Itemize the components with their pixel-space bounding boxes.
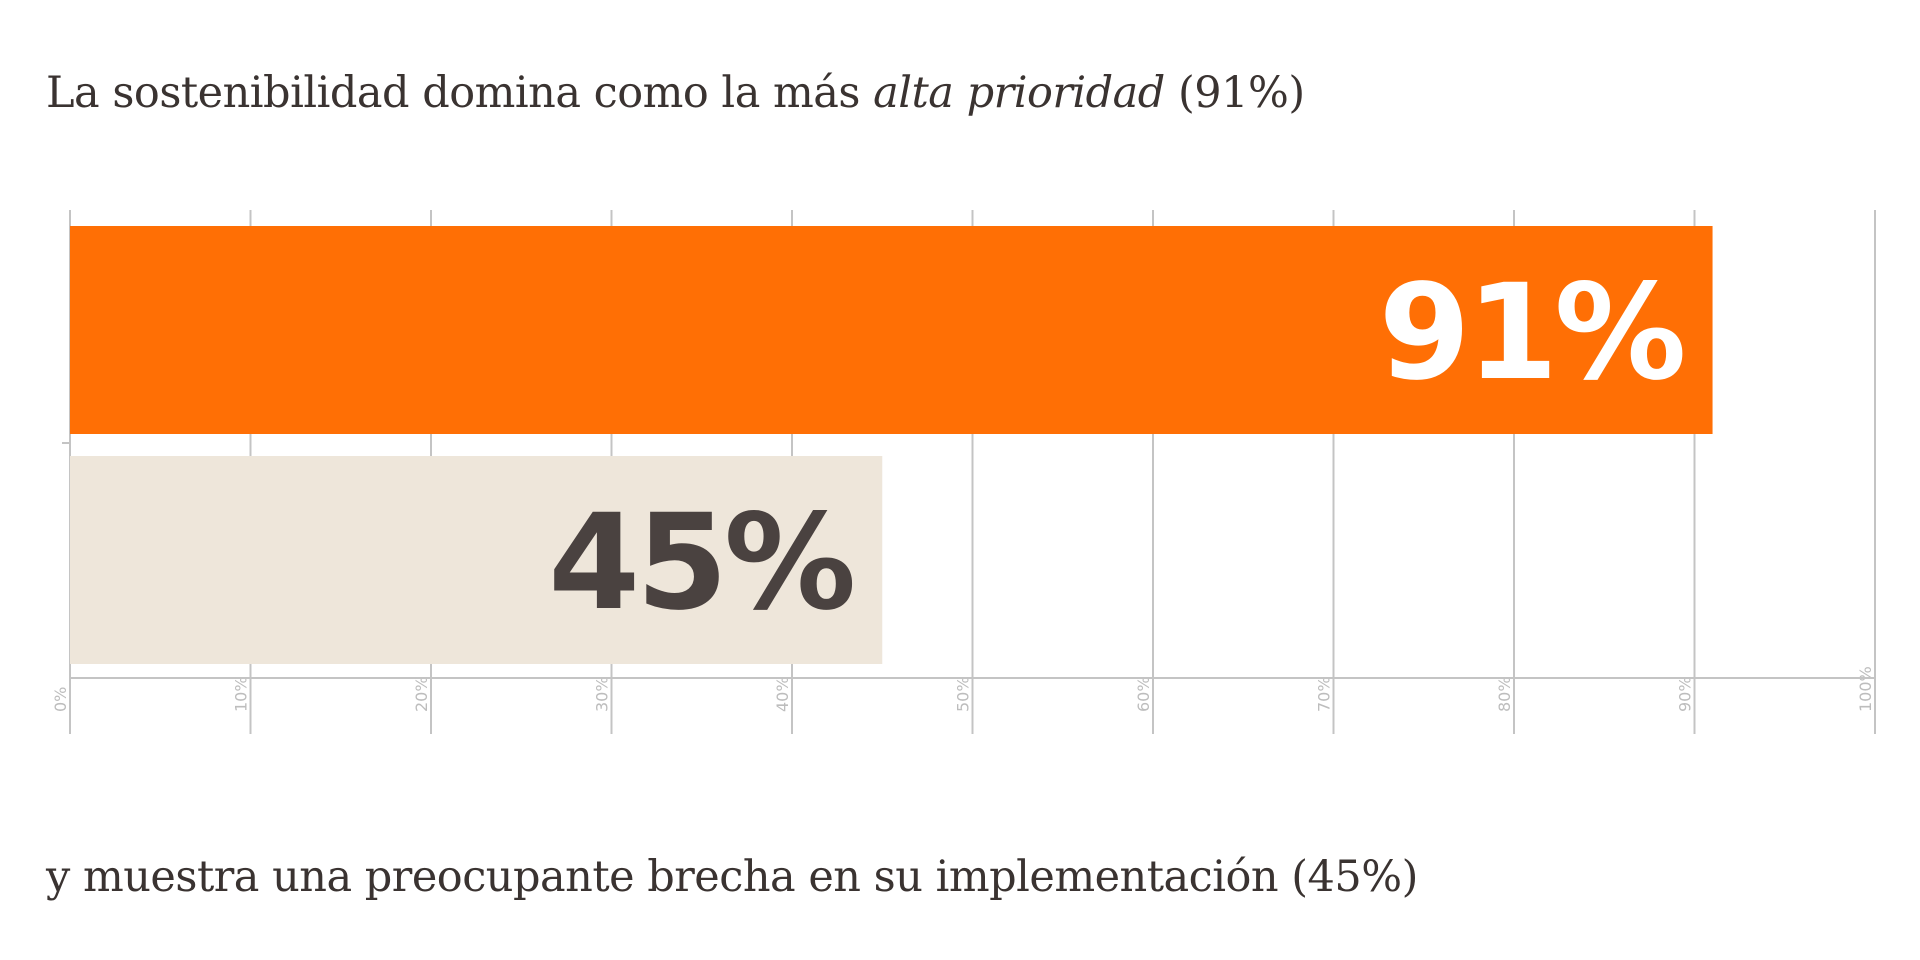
x-tick-label: 50% xyxy=(954,676,973,712)
headline-top-suffix: (91%) xyxy=(1164,68,1305,118)
x-tick-label: 60% xyxy=(1134,676,1153,712)
x-tick-label: 40% xyxy=(773,676,792,712)
bar xyxy=(70,226,1713,434)
x-tick-label: 90% xyxy=(1676,676,1695,712)
x-tick-label: 30% xyxy=(593,676,612,712)
x-tick-label: 80% xyxy=(1495,676,1514,712)
bars: 91% 45% xyxy=(70,226,1713,664)
bar-data-label: 91% xyxy=(1379,256,1684,410)
headline-top: La sostenibilidad domina como la más alt… xyxy=(46,68,1305,118)
headline-top-emphasis: alta prioridad xyxy=(873,68,1165,118)
headline-top-prefix: La sostenibilidad domina como la más xyxy=(46,68,874,118)
x-tick-label: 0% xyxy=(51,687,70,712)
x-tick-label: 100% xyxy=(1856,666,1875,712)
bar xyxy=(70,456,883,664)
x-tick-label: 20% xyxy=(412,676,431,712)
bar-data-label: 45% xyxy=(548,486,853,640)
x-tick-label: 70% xyxy=(1315,676,1334,712)
headline-bottom: y muestra una preocupante brecha en su i… xyxy=(46,852,1418,902)
x-tick-label: 10% xyxy=(232,676,251,712)
x-axis: 0% 10% 20% 30% 40% 50% 60% 70% 80% 90% 100% xyxy=(51,442,1875,712)
